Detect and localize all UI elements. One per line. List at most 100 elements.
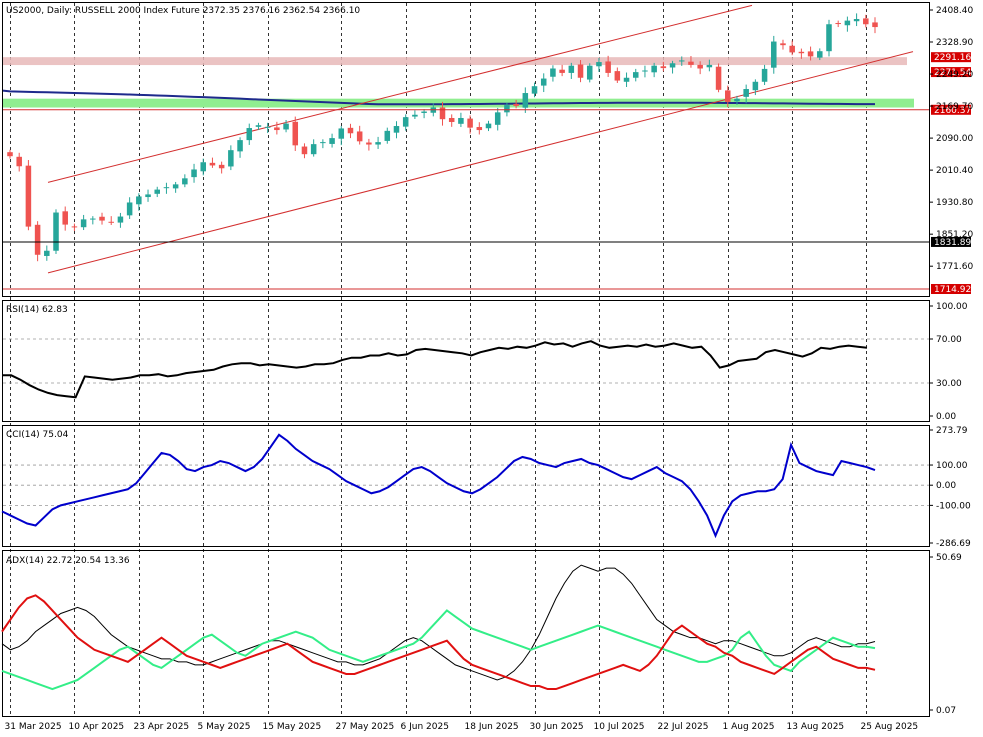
candle-body xyxy=(90,218,96,220)
rsi-line xyxy=(2,340,868,399)
candle-body xyxy=(780,43,786,46)
channel-upper-line xyxy=(47,4,753,183)
candle-body xyxy=(577,64,584,78)
candle-body xyxy=(863,18,869,25)
candle-body xyxy=(540,78,547,86)
candle-body xyxy=(642,70,648,72)
price-level-tag xyxy=(931,52,971,63)
candle-body xyxy=(669,63,676,68)
candle-body xyxy=(264,126,271,128)
candle-body xyxy=(347,127,354,134)
candle-body xyxy=(412,114,418,117)
candle-body xyxy=(44,250,50,256)
price-tick-label: 2328.90 xyxy=(936,38,973,48)
date-tick-label: 18 Jun 2025 xyxy=(465,722,519,732)
price-tick-label: 1851.20 xyxy=(936,230,973,240)
cci-tick-label: 0.00 xyxy=(936,481,956,491)
candle-body xyxy=(329,138,335,144)
candle-body xyxy=(53,212,59,251)
candle-body xyxy=(71,226,78,228)
ma-line xyxy=(2,89,876,106)
candle-body xyxy=(292,121,299,146)
candle-body xyxy=(752,81,759,91)
candle-body xyxy=(697,64,703,69)
candle-body xyxy=(384,130,391,141)
price-level-tag xyxy=(931,67,971,78)
price-levels: 2291.16 2271.54 2160.37 1831.89 1714.92 xyxy=(3,52,971,295)
rsi-panel-frame xyxy=(2,300,930,422)
candle-body xyxy=(356,131,363,142)
rsi-label: RSI(14) 62.83 xyxy=(6,305,68,315)
price-tick-label: 2408.40 xyxy=(936,6,973,16)
support-zone xyxy=(3,98,914,108)
candle-body xyxy=(817,51,823,58)
candle-body xyxy=(872,22,878,28)
candle-body xyxy=(108,221,114,223)
candle-body xyxy=(200,162,207,172)
candle-body xyxy=(789,45,795,53)
candle-body xyxy=(706,64,713,68)
price-panel-frame xyxy=(2,2,930,297)
candle-body xyxy=(393,126,400,133)
candle-body xyxy=(550,68,556,77)
candle-body xyxy=(320,142,326,144)
candlesticks xyxy=(7,13,878,262)
candle-body xyxy=(154,189,160,194)
candle-body xyxy=(25,165,32,227)
date-tick-label: 5 May 2025 xyxy=(198,722,251,732)
candle-body xyxy=(117,216,124,223)
candle-body xyxy=(126,202,133,216)
candle-body xyxy=(531,86,538,94)
price-level-label: 2291.16 xyxy=(934,53,971,63)
candle-body xyxy=(596,62,602,67)
price-axis: 2408.40 2328.90 2249.20 2169.70 2090.00 2010.… xyxy=(929,6,973,272)
price-tick-label: 2169.70 xyxy=(936,102,973,112)
candle-body xyxy=(16,156,22,167)
candle-body xyxy=(439,107,446,120)
candle-body xyxy=(798,51,805,54)
candle-body xyxy=(62,211,68,225)
candle-body xyxy=(191,169,197,178)
rsi-tick-label: 30.00 xyxy=(936,379,962,389)
candle-body xyxy=(688,61,694,65)
candle-body xyxy=(136,196,142,205)
price-level-label: 2271.54 xyxy=(934,68,971,78)
adx-main-line xyxy=(1,564,876,681)
candle-body xyxy=(734,98,740,102)
candle-body xyxy=(807,51,814,57)
candle-body xyxy=(237,140,243,152)
rsi-tick-label: 0.00 xyxy=(936,412,956,422)
candle-body xyxy=(467,118,473,128)
candle-body xyxy=(246,128,253,141)
candle-body xyxy=(504,105,510,113)
candle-body xyxy=(715,66,722,90)
candle-body xyxy=(559,69,565,73)
candle-body xyxy=(761,68,768,82)
price-zones xyxy=(3,57,914,108)
candle-body xyxy=(485,123,492,129)
cci-line xyxy=(1,433,876,539)
price-tick-label: 2249.20 xyxy=(936,70,973,80)
date-axis: 31 Mar 2025 10 Apr 2025 23 Apr 2025 5 May 2… xyxy=(5,722,919,732)
candle-body xyxy=(163,187,170,189)
candle-body xyxy=(494,112,501,125)
adx-tick-label: 0.07 xyxy=(936,706,956,716)
candle-body xyxy=(586,65,593,80)
candle-body xyxy=(421,111,427,113)
candle-body xyxy=(34,224,41,255)
price-tick-label: 2090.00 xyxy=(936,134,973,144)
date-tick-label: 30 Jun 2025 xyxy=(530,722,584,732)
date-tick-label: 15 May 2025 xyxy=(263,722,322,732)
candle-body xyxy=(853,19,860,22)
adx-label: ADX(14) 22.72 20.54 13.36 xyxy=(6,556,130,566)
candle-body xyxy=(209,162,216,166)
date-tick-label: 10 Apr 2025 xyxy=(69,722,125,732)
candle-body xyxy=(632,72,639,78)
price-level-tag xyxy=(931,104,971,115)
price-tick-label: 2010.40 xyxy=(936,166,973,176)
candle-body xyxy=(274,127,280,131)
candle-body xyxy=(476,127,483,131)
moving-average xyxy=(2,89,876,106)
price-channel xyxy=(47,4,914,274)
